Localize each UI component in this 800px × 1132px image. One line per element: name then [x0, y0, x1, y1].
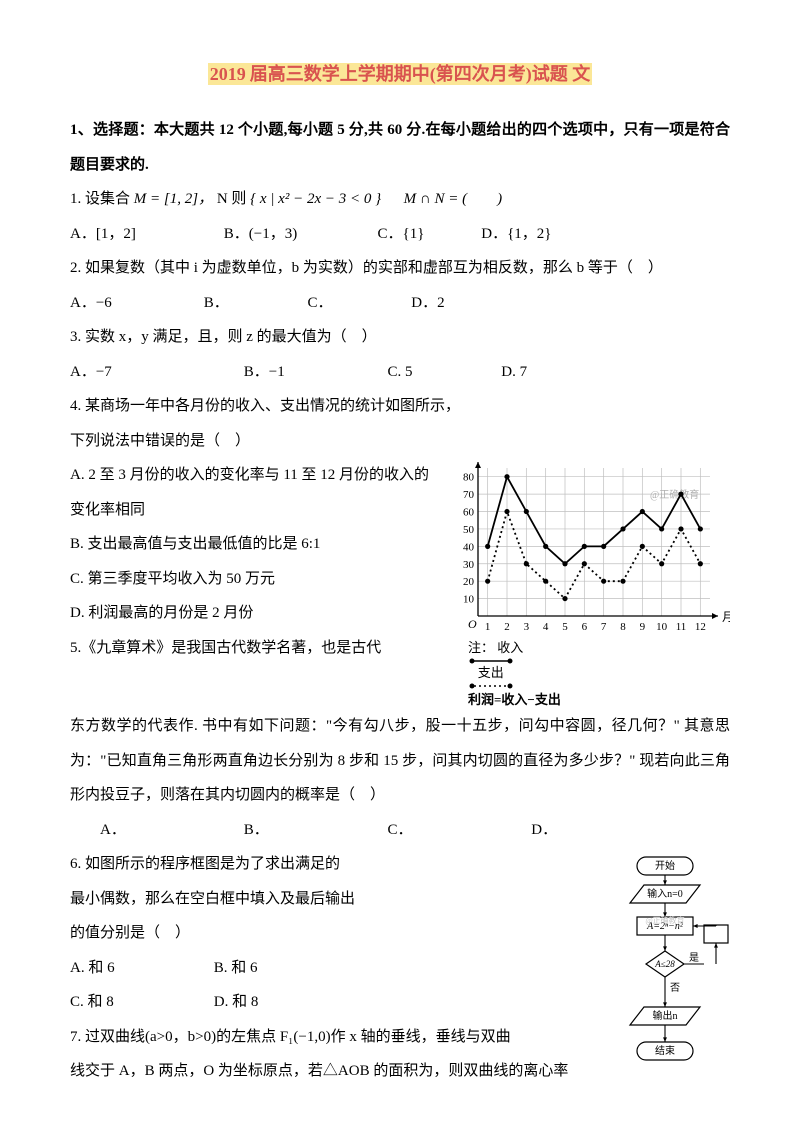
q3-opt-c: C. 5 — [388, 355, 498, 390]
q3-opt-b: B．−1 — [244, 355, 384, 390]
svg-text:输入n=0: 输入n=0 — [647, 887, 683, 900]
q5-opt-c: C． — [388, 813, 528, 848]
svg-text:是: 是 — [689, 952, 699, 964]
q4-stem-1: 4. 某商场一年中各月份的收入、支出情况的统计如图所示， — [70, 389, 730, 424]
q6-opt-d: D. 和 8 — [214, 985, 259, 1020]
svg-text:结束: 结束 — [655, 1044, 675, 1057]
svg-text:7: 7 — [601, 621, 607, 633]
svg-text:@正确教育: @正确教育 — [650, 488, 699, 501]
q1-options: A．[1，2] B．(−1，3) C．{1} D．{1，2} — [70, 217, 730, 252]
svg-text:输出n: 输出n — [653, 1009, 678, 1022]
svg-text:6: 6 — [582, 621, 588, 633]
svg-text:否: 否 — [670, 982, 680, 994]
q3-opt-d: D. 7 — [501, 355, 527, 390]
svg-text:月: 月 — [722, 610, 730, 624]
svg-text:80: 80 — [463, 472, 475, 484]
svg-text:40: 40 — [463, 542, 475, 554]
svg-text:20: 20 — [463, 577, 475, 589]
q1-opt-c: C．{1} — [378, 217, 478, 252]
q1-opt-a: A．[1，2] — [70, 217, 220, 252]
svg-text:60: 60 — [463, 507, 475, 519]
svg-text:3: 3 — [524, 621, 530, 633]
q2-opt-c: C． — [308, 286, 408, 321]
q2-opt-d: D．2 — [411, 286, 444, 321]
q6-opt-b: B. 和 6 — [214, 951, 258, 986]
q2-opt-a: A．−6 — [70, 286, 200, 321]
svg-text:10: 10 — [463, 594, 475, 606]
svg-text:2: 2 — [504, 621, 510, 633]
svg-text:8: 8 — [620, 621, 626, 633]
q5-stem-2: 东方数学的代表作. 书中有如下问题："今有勾八步，股一十五步，问勾中容圆，径几何… — [70, 709, 730, 813]
q2-opt-b: B． — [204, 286, 304, 321]
svg-text:12: 12 — [695, 621, 706, 633]
q1-stem: 1. 设集合 M = [1, 2]， N 则 { x | x² − 2x − 3… — [70, 182, 730, 217]
svg-text:11: 11 — [676, 621, 687, 633]
q1-opt-d: D．{1，2} — [481, 217, 551, 252]
q3-stem: 3. 实数 x，y 满足，且，则 z 的最大值为（ ） — [70, 320, 730, 355]
svg-text:开始: 开始 — [655, 859, 675, 872]
q5-opt-a: A． — [100, 813, 240, 848]
q3-options: A．−7 B．−1 C. 5 D. 7 — [70, 355, 730, 390]
q6-opt-c: C. 和 8 — [70, 985, 210, 1020]
income-expense-chart: 1020304050607080O123456789101112月@正确教育 注… — [450, 458, 730, 709]
svg-text:5: 5 — [562, 621, 568, 633]
svg-text:10: 10 — [656, 621, 668, 633]
title-year: 2019 — [208, 63, 248, 85]
svg-text:50: 50 — [463, 524, 475, 536]
q4-stem-2: 下列说法中错误的是（ ） — [70, 424, 730, 459]
svg-text:9: 9 — [640, 621, 646, 633]
svg-text:A≤28: A≤28 — [654, 959, 675, 969]
q2-stem: 2. 如果复数（其中 i 为虚数单位，b 为实数）的实部和虚部互为相反数，那么 … — [70, 251, 730, 286]
title-main: 届高三数学上学期期中(第四次月考)试题 文 — [248, 63, 593, 85]
chart-footnote: 利润=收入−支出 — [450, 690, 730, 709]
section-1-heading: 1、选择题：本大题共 12 个小题,每小题 5 分,共 60 分.在每小题给出的… — [70, 113, 730, 182]
q5-opt-b: B． — [244, 813, 384, 848]
page-title: 2019届高三数学上学期期中(第四次月考)试题 文 — [70, 54, 730, 95]
svg-text:O: O — [468, 617, 477, 631]
q6-opt-a: A. 和 6 — [70, 951, 210, 986]
svg-text:70: 70 — [463, 490, 475, 502]
svg-text:30: 30 — [463, 559, 475, 571]
q1-opt-b: B．(−1，3) — [224, 217, 374, 252]
svg-text:@正确教育: @正确教育 — [645, 915, 684, 925]
q2-options: A．−6 B． C． D．2 — [70, 286, 730, 321]
svg-text:4: 4 — [543, 621, 549, 633]
q5-opt-d: D． — [531, 813, 557, 848]
q3-opt-a: A．−7 — [70, 355, 240, 390]
q5-options: A． B． C． D． — [70, 813, 730, 848]
chart-legend: 注： 收入 支出 — [450, 638, 730, 690]
svg-text:1: 1 — [485, 621, 491, 633]
flowchart: 开始输入n=0A=2ⁿ−n²A≤28输出n结束否是@正确教育 — [620, 847, 730, 1077]
